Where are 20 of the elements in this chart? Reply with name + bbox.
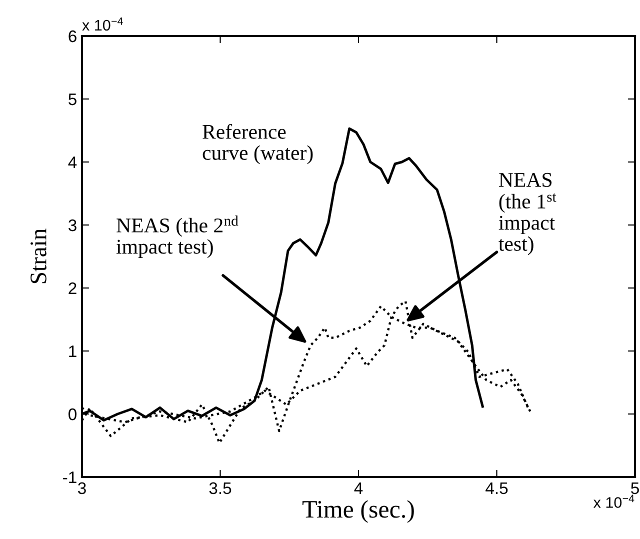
y-tick-label: 3 — [68, 219, 76, 232]
x-tick-label: 3 — [78, 482, 86, 494]
annotation: NEAS (the 2$^{nd}$ impact test) — [116, 215, 238, 258]
y-tick-label: -1 — [63, 472, 76, 484]
x-tick-label: 5 — [631, 482, 639, 494]
y-tick-label: 5 — [68, 94, 76, 106]
y-tick-label: 2 — [68, 282, 76, 294]
x-tick-label: 4 — [354, 482, 363, 494]
text: x 10$^{−4}$ — [82, 17, 123, 31]
annotation: Reference curve (water) — [202, 124, 313, 164]
y-tick-label: 6 — [68, 30, 76, 42]
x-tick-label: 4.5 — [486, 482, 508, 494]
y-tick-label: 0 — [68, 408, 76, 420]
text: x 10$^{−4}$ — [593, 494, 634, 508]
y-tick-label: 1 — [69, 346, 76, 358]
x-axis-title: Time (sec.) — [302, 500, 414, 523]
annotation: NEAS (the 1$^{st}$ impact test) — [498, 172, 556, 256]
y-tick-label: 4 — [68, 156, 77, 168]
y-axis-title: Strain — [30, 228, 46, 284]
x-tick-label: 3.5 — [209, 482, 232, 494]
